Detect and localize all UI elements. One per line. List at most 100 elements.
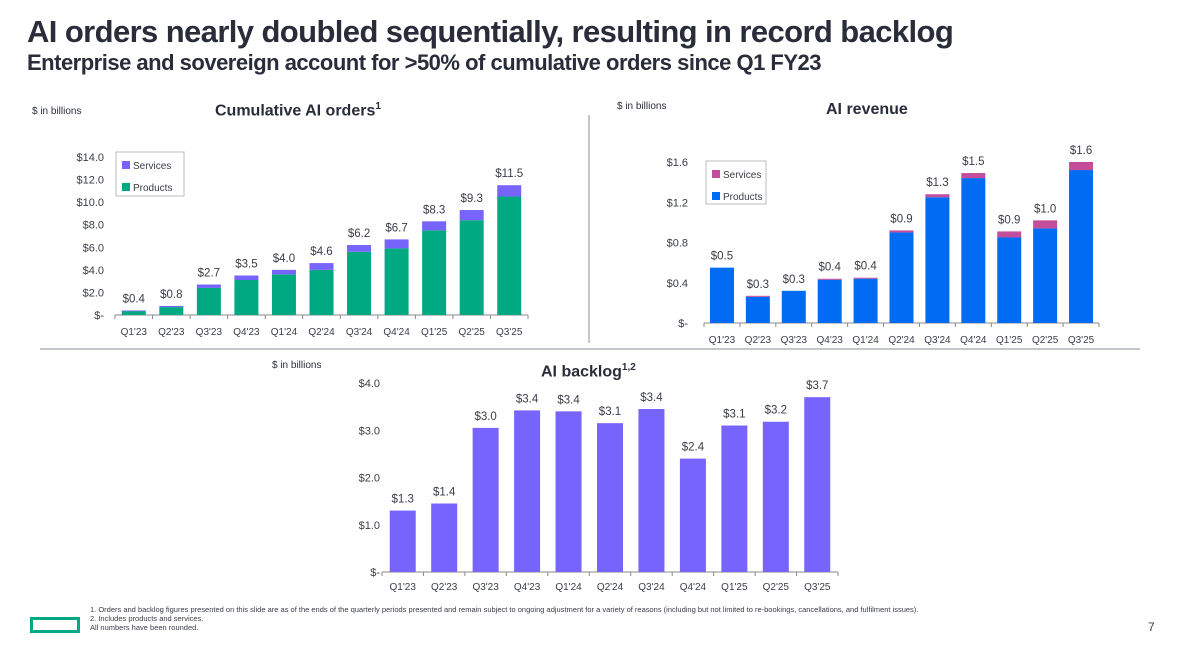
backlog-data-label: $3.4 xyxy=(557,394,580,406)
revenue-bar-services xyxy=(853,277,878,279)
orders-bar-services xyxy=(159,305,184,308)
revenue-data-label: $1.6 xyxy=(1070,145,1092,157)
horizontal-divider xyxy=(40,348,1140,350)
orders-bar-services xyxy=(384,239,409,249)
orders-x-tick-label: Q2'24 xyxy=(308,327,335,338)
orders-data-label: $2.7 xyxy=(198,268,220,280)
backlog-ytick-label: $3.0 xyxy=(359,425,380,437)
orders-legend-label-products: Products xyxy=(133,183,172,194)
backlog-ytick-label: $4.0 xyxy=(359,378,380,390)
backlog-x-tick-label: Q1'23 xyxy=(390,582,417,593)
revenue-bar-services xyxy=(997,231,1022,238)
revenue-ytick-label: $1.6 xyxy=(667,157,688,169)
orders-data-label: $0.4 xyxy=(123,293,146,305)
page-number: 7 xyxy=(1148,620,1155,634)
revenue-data-label: $0.3 xyxy=(747,279,769,291)
footnote-rounding: All numbers have been rounded. xyxy=(90,623,199,632)
backlog-data-label: $3.1 xyxy=(723,409,745,421)
revenue-data-label: $0.9 xyxy=(998,214,1020,226)
backlog-title-footnote: 1,2 xyxy=(621,362,636,373)
backlog-chart: $- $1.0 $2.0 $3.0 $4.0 $1.3 Q1'23 $1.4 Q2'23 $3.0… xyxy=(359,378,839,593)
orders-bar-products xyxy=(121,311,146,315)
orders-data-label: $4.6 xyxy=(310,246,332,258)
orders-unit-label: $ in billions xyxy=(32,106,82,117)
backlog-unit-label: $ in billions xyxy=(272,360,322,371)
revenue-bar-services xyxy=(745,295,770,297)
revenue-data-label: $0.4 xyxy=(854,261,877,273)
orders-x-tick-label: Q2'23 xyxy=(158,327,185,338)
revenue-unit-label: $ in billions xyxy=(617,101,667,112)
orders-bar-products xyxy=(497,196,522,315)
orders-x-tick-label: Q3'23 xyxy=(196,327,223,338)
revenue-ytick-label: $0.8 xyxy=(667,238,688,250)
revenue-data-label: $0.4 xyxy=(818,262,841,274)
orders-bar-products xyxy=(234,280,259,315)
revenue-x-tick-label: Q4'23 xyxy=(816,335,843,346)
orders-x-tick-label: Q3'25 xyxy=(496,327,523,338)
revenue-ytick-label: $1.2 xyxy=(667,197,688,209)
backlog-x-tick-label: Q1'24 xyxy=(555,582,582,593)
revenue-legend-label-products: Products xyxy=(723,192,762,203)
backlog-bar-backlog xyxy=(514,410,541,572)
orders-data-label: $8.3 xyxy=(423,204,445,216)
orders-bar-products xyxy=(271,274,296,315)
orders-legend-swatch-products xyxy=(122,183,130,191)
revenue-bar-products xyxy=(1069,170,1094,323)
backlog-ytick-label: $1.0 xyxy=(359,520,380,532)
orders-ytick-label: $12.0 xyxy=(76,175,104,187)
backlog-data-label: $3.2 xyxy=(765,405,787,417)
orders-ytick-label: $6.0 xyxy=(83,242,104,254)
revenue-bar-products xyxy=(961,178,986,323)
orders-title-footnote: 1 xyxy=(375,101,381,112)
revenue-legend-label-services: Services xyxy=(723,170,761,181)
backlog-x-tick-label: Q4'23 xyxy=(514,582,541,593)
revenue-legend-swatch-services xyxy=(712,170,720,178)
orders-data-label: $11.5 xyxy=(495,168,523,180)
revenue-bar-products xyxy=(997,237,1022,323)
backlog-data-label: $3.4 xyxy=(640,392,663,404)
vertical-divider xyxy=(588,115,590,343)
backlog-bar-backlog xyxy=(638,408,665,572)
orders-legend-box xyxy=(115,151,185,197)
hpe-logo xyxy=(30,617,80,633)
revenue-x-tick-label: Q2'23 xyxy=(745,335,772,346)
orders-ytick-label: $10.0 xyxy=(76,197,104,209)
orders-bar-services xyxy=(309,263,334,270)
orders-bar-products xyxy=(384,248,409,315)
revenue-data-label: $0.3 xyxy=(783,274,805,286)
revenue-bar-services xyxy=(1033,220,1058,229)
revenue-data-label: $1.5 xyxy=(962,156,984,168)
revenue-x-tick-label: Q1'25 xyxy=(996,335,1023,346)
backlog-x-tick-label: Q2'23 xyxy=(431,582,458,593)
revenue-data-label: $0.9 xyxy=(890,213,912,225)
orders-data-label: $3.5 xyxy=(235,259,257,271)
orders-x-tick-label: Q1'24 xyxy=(271,327,298,338)
orders-bar-products xyxy=(422,230,447,315)
orders-ytick-label: $8.0 xyxy=(83,220,104,232)
orders-chart: $- $2.0 $4.0 $6.0 $8.0 $10.0 $12.0 $14.0 $0.4 Q1'… xyxy=(76,151,529,338)
backlog-x-tick-label: Q2'24 xyxy=(597,582,624,593)
orders-bar-products xyxy=(159,307,184,315)
revenue-x-tick-label: Q1'23 xyxy=(709,335,736,346)
backlog-x-tick-label: Q1'25 xyxy=(721,582,748,593)
orders-ytick-label: $- xyxy=(94,310,104,322)
backlog-x-tick-label: Q4'24 xyxy=(680,582,707,593)
orders-bar-services xyxy=(422,221,447,231)
backlog-bar-backlog xyxy=(431,503,458,572)
revenue-bar-services xyxy=(817,278,842,280)
slide-title: AI orders nearly doubled sequentially, r… xyxy=(27,14,954,49)
orders-x-tick-label: Q4'23 xyxy=(233,327,260,338)
orders-chart-title: Cumulative AI orders1 xyxy=(215,101,381,120)
backlog-bar-backlog xyxy=(555,411,582,572)
backlog-bar-backlog xyxy=(389,510,416,572)
orders-data-label: $0.8 xyxy=(160,289,182,301)
revenue-x-tick-label: Q3'24 xyxy=(924,335,951,346)
orders-x-tick-label: Q2'25 xyxy=(458,327,485,338)
orders-bar-services xyxy=(271,269,296,275)
backlog-bar-backlog xyxy=(804,397,831,572)
backlog-title-text: AI backlog xyxy=(541,363,622,381)
revenue-data-label: $1.3 xyxy=(926,177,948,189)
revenue-bar-products xyxy=(781,290,806,323)
revenue-bar-services xyxy=(1069,162,1094,171)
backlog-bar-backlog xyxy=(679,458,706,572)
